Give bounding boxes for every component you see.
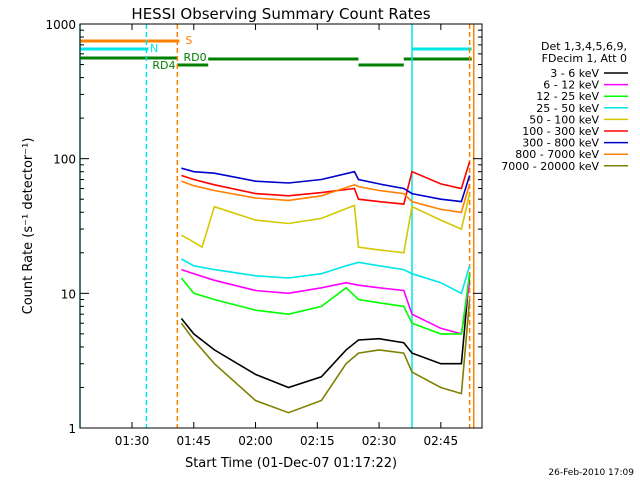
x-tick-label: 02:00 bbox=[238, 434, 273, 448]
legend: Det 1,3,4,5,6,9,FDecim 1, Att 0 3 - 6 keV… bbox=[501, 40, 628, 173]
footer-date: 26-Feb-2010 17:09 bbox=[548, 468, 634, 478]
series-line-5 bbox=[181, 161, 471, 205]
decim-flag-label-rd4: RD4 bbox=[152, 59, 175, 72]
axes: 01:30 01:45 02:00 02:15 02:30 02:45 1 10 100 1000 bbox=[45, 18, 482, 448]
x-tick-label: 01:30 bbox=[115, 434, 150, 448]
series-line-3 bbox=[181, 258, 471, 295]
legend-label: 12 - 25 keV bbox=[536, 90, 599, 103]
y-tick-label: 100 bbox=[53, 153, 76, 167]
chart-title: HESSI Observing Summary Count Rates bbox=[131, 5, 430, 23]
legend-label: 25 - 50 keV bbox=[536, 102, 599, 115]
series-line-4 bbox=[181, 193, 471, 254]
series-line-2 bbox=[180, 273, 471, 335]
x-tick-label: 02:15 bbox=[300, 434, 335, 448]
y-tick-label: 1000 bbox=[45, 18, 76, 32]
x-tick-label: 02:30 bbox=[362, 434, 397, 448]
status-flags: S N RD4 RD0 bbox=[80, 34, 472, 72]
series-lines bbox=[180, 161, 471, 414]
series-line-8 bbox=[180, 299, 471, 414]
legend-header: Det 1,3,4,5,6,9, bbox=[541, 40, 627, 53]
legend-header: FDecim 1, Att 0 bbox=[542, 52, 627, 65]
series-line-7 bbox=[181, 180, 471, 214]
vertical-markers bbox=[79, 24, 475, 428]
legend-label: 50 - 100 keV bbox=[529, 113, 599, 126]
y-tick-label: 10 bbox=[61, 287, 76, 301]
saa-flag-label: S bbox=[185, 34, 192, 47]
series-line-1 bbox=[181, 268, 471, 335]
series-line-6 bbox=[181, 167, 471, 203]
legend-label: 3 - 6 keV bbox=[550, 67, 599, 80]
x-axis-label: Start Time (01-Dec-07 01:17:22) bbox=[185, 456, 397, 471]
y-tick-label: 1 bbox=[68, 422, 76, 436]
x-tick-label: 02:45 bbox=[424, 434, 459, 448]
decim-flag-label-rd0: RD0 bbox=[183, 51, 206, 64]
night-flag-label: N bbox=[150, 42, 158, 55]
legend-label: 7000 - 20000 keV bbox=[501, 160, 599, 173]
legend-label: 800 - 7000 keV bbox=[515, 148, 599, 161]
series-line-0 bbox=[180, 273, 471, 389]
y-axis-label: Count Rate (s⁻¹ detector⁻¹) bbox=[21, 138, 36, 315]
x-tick-label: 01:45 bbox=[176, 434, 211, 448]
legend-label: 100 - 300 keV bbox=[522, 125, 599, 138]
legend-label: 6 - 12 keV bbox=[543, 79, 599, 92]
legend-label: 300 - 800 keV bbox=[522, 137, 599, 150]
plot-frame bbox=[79, 23, 483, 429]
